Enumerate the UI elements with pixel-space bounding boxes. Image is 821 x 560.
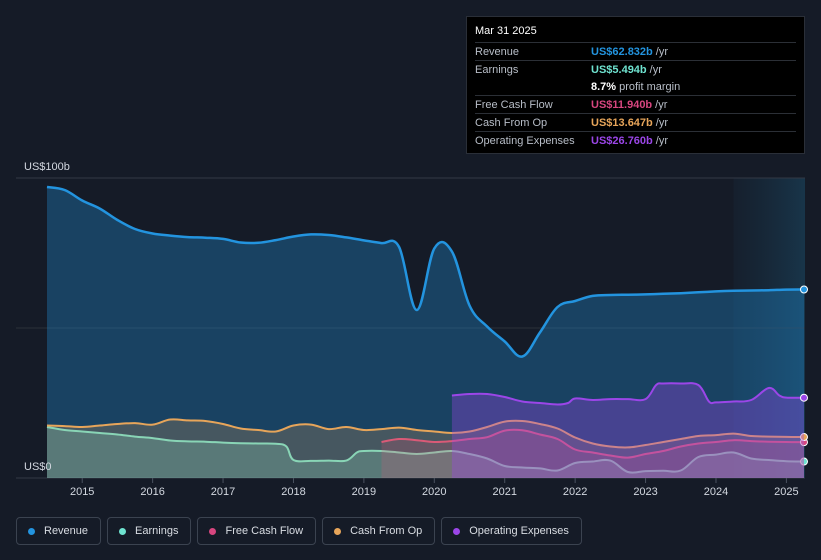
series-area-free-cash-flow bbox=[381, 429, 804, 478]
x-tick-label: 2025 bbox=[774, 486, 798, 498]
series-area-earnings bbox=[47, 427, 804, 478]
series-area-operating-expenses bbox=[451, 383, 804, 478]
legend-dot-icon bbox=[119, 527, 127, 535]
series-area-cash-from-op bbox=[47, 419, 804, 478]
legend-label: Operating Expenses bbox=[469, 525, 569, 537]
x-tick-label: 2016 bbox=[140, 486, 164, 498]
tooltip-row: Earnings US$5.494b/yr bbox=[475, 60, 796, 78]
legend-label: Revenue bbox=[44, 525, 89, 537]
legend-item-earnings[interactable]: Earnings bbox=[107, 517, 192, 545]
tooltip-row: 8.7% profit margin bbox=[475, 78, 796, 95]
y-tick-label-top: US$100b bbox=[24, 161, 70, 173]
legend-item-free-cash-flow[interactable]: Free Cash Flow bbox=[197, 517, 317, 545]
tooltip: Mar 31 2025 Revenue US$62.832b/yr Earnings… bbox=[466, 16, 805, 154]
series-endpoint-cash-from-op[interactable] bbox=[800, 433, 808, 442]
legend-dot-icon bbox=[28, 527, 35, 535]
x-tick-label: 2022 bbox=[563, 486, 587, 498]
series-area-revenue bbox=[47, 187, 804, 478]
tooltip-label: Revenue bbox=[475, 45, 520, 58]
series-endpoint-earnings[interactable] bbox=[800, 457, 808, 466]
series-line-free-cash-flow bbox=[381, 428, 805, 459]
x-tick-label: 2021 bbox=[492, 486, 516, 498]
tooltip-label: Cash From Op bbox=[475, 116, 548, 129]
tooltip-date: Mar 31 2025 bbox=[475, 25, 537, 37]
tooltip-label: Operating Expenses bbox=[475, 134, 575, 147]
tooltip-row: Operating Expenses US$26.760b/yr bbox=[475, 131, 796, 149]
tooltip-label: Free Cash Flow bbox=[475, 98, 553, 111]
tooltip-value: US$62.832b bbox=[591, 45, 653, 58]
tooltip-unit: /yr bbox=[655, 116, 668, 129]
legend-dot-icon bbox=[209, 527, 217, 535]
x-tick-label: 2015 bbox=[70, 486, 94, 498]
series-line-operating-expenses bbox=[451, 382, 805, 406]
tooltip-unit: /yr bbox=[655, 98, 668, 111]
legend-label: Cash From Op bbox=[350, 525, 423, 537]
tooltip-value: US$11.940b bbox=[591, 98, 653, 111]
series-line-earnings bbox=[46, 426, 805, 474]
legend-item-cash-from-op[interactable]: Cash From Op bbox=[322, 517, 436, 545]
tooltip-value: US$5.494b bbox=[591, 63, 647, 76]
tooltip-label: Earnings bbox=[475, 63, 519, 76]
series-endpoint-operating-expenses[interactable] bbox=[800, 393, 808, 402]
x-tick-label: 2024 bbox=[704, 486, 728, 498]
tooltip-unit: profit margin bbox=[619, 80, 681, 93]
legend-label: Earnings bbox=[135, 525, 179, 537]
legend: Revenue Earnings Free Cash Flow Cash From O… bbox=[16, 517, 582, 545]
tooltip-row: Revenue US$62.832b/yr bbox=[475, 42, 796, 60]
series-line-cash-from-op bbox=[46, 418, 805, 449]
tooltip-value: US$13.647b bbox=[591, 116, 653, 129]
legend-label: Free Cash Flow bbox=[225, 525, 304, 537]
legend-item-revenue[interactable]: Revenue bbox=[16, 517, 102, 545]
tooltip-unit: /yr bbox=[655, 45, 668, 58]
tooltip-value: US$26.760b bbox=[591, 134, 653, 147]
tooltip-unit: /yr bbox=[655, 134, 668, 147]
tooltip-row: Cash From Op US$13.647b/yr bbox=[475, 113, 796, 131]
legend-dot-icon bbox=[453, 527, 461, 535]
x-tick-label: 2019 bbox=[352, 486, 376, 498]
x-tick-label: 2020 bbox=[422, 486, 446, 498]
series-endpoint-revenue[interactable] bbox=[800, 285, 808, 294]
tooltip-unit: /yr bbox=[649, 63, 662, 76]
legend-dot-icon bbox=[334, 527, 342, 535]
x-tick-label: 2017 bbox=[211, 486, 235, 498]
x-tick-label: 2018 bbox=[281, 486, 305, 498]
x-tick-label: 2023 bbox=[633, 486, 657, 498]
legend-item-operating-expenses[interactable]: Operating Expenses bbox=[441, 517, 582, 545]
y-tick-label-bottom: US$0 bbox=[24, 461, 52, 473]
series-line-revenue bbox=[46, 185, 805, 358]
tooltip-value: 8.7% bbox=[591, 80, 617, 93]
tooltip-row: Free Cash Flow US$11.940b/yr bbox=[475, 95, 796, 113]
